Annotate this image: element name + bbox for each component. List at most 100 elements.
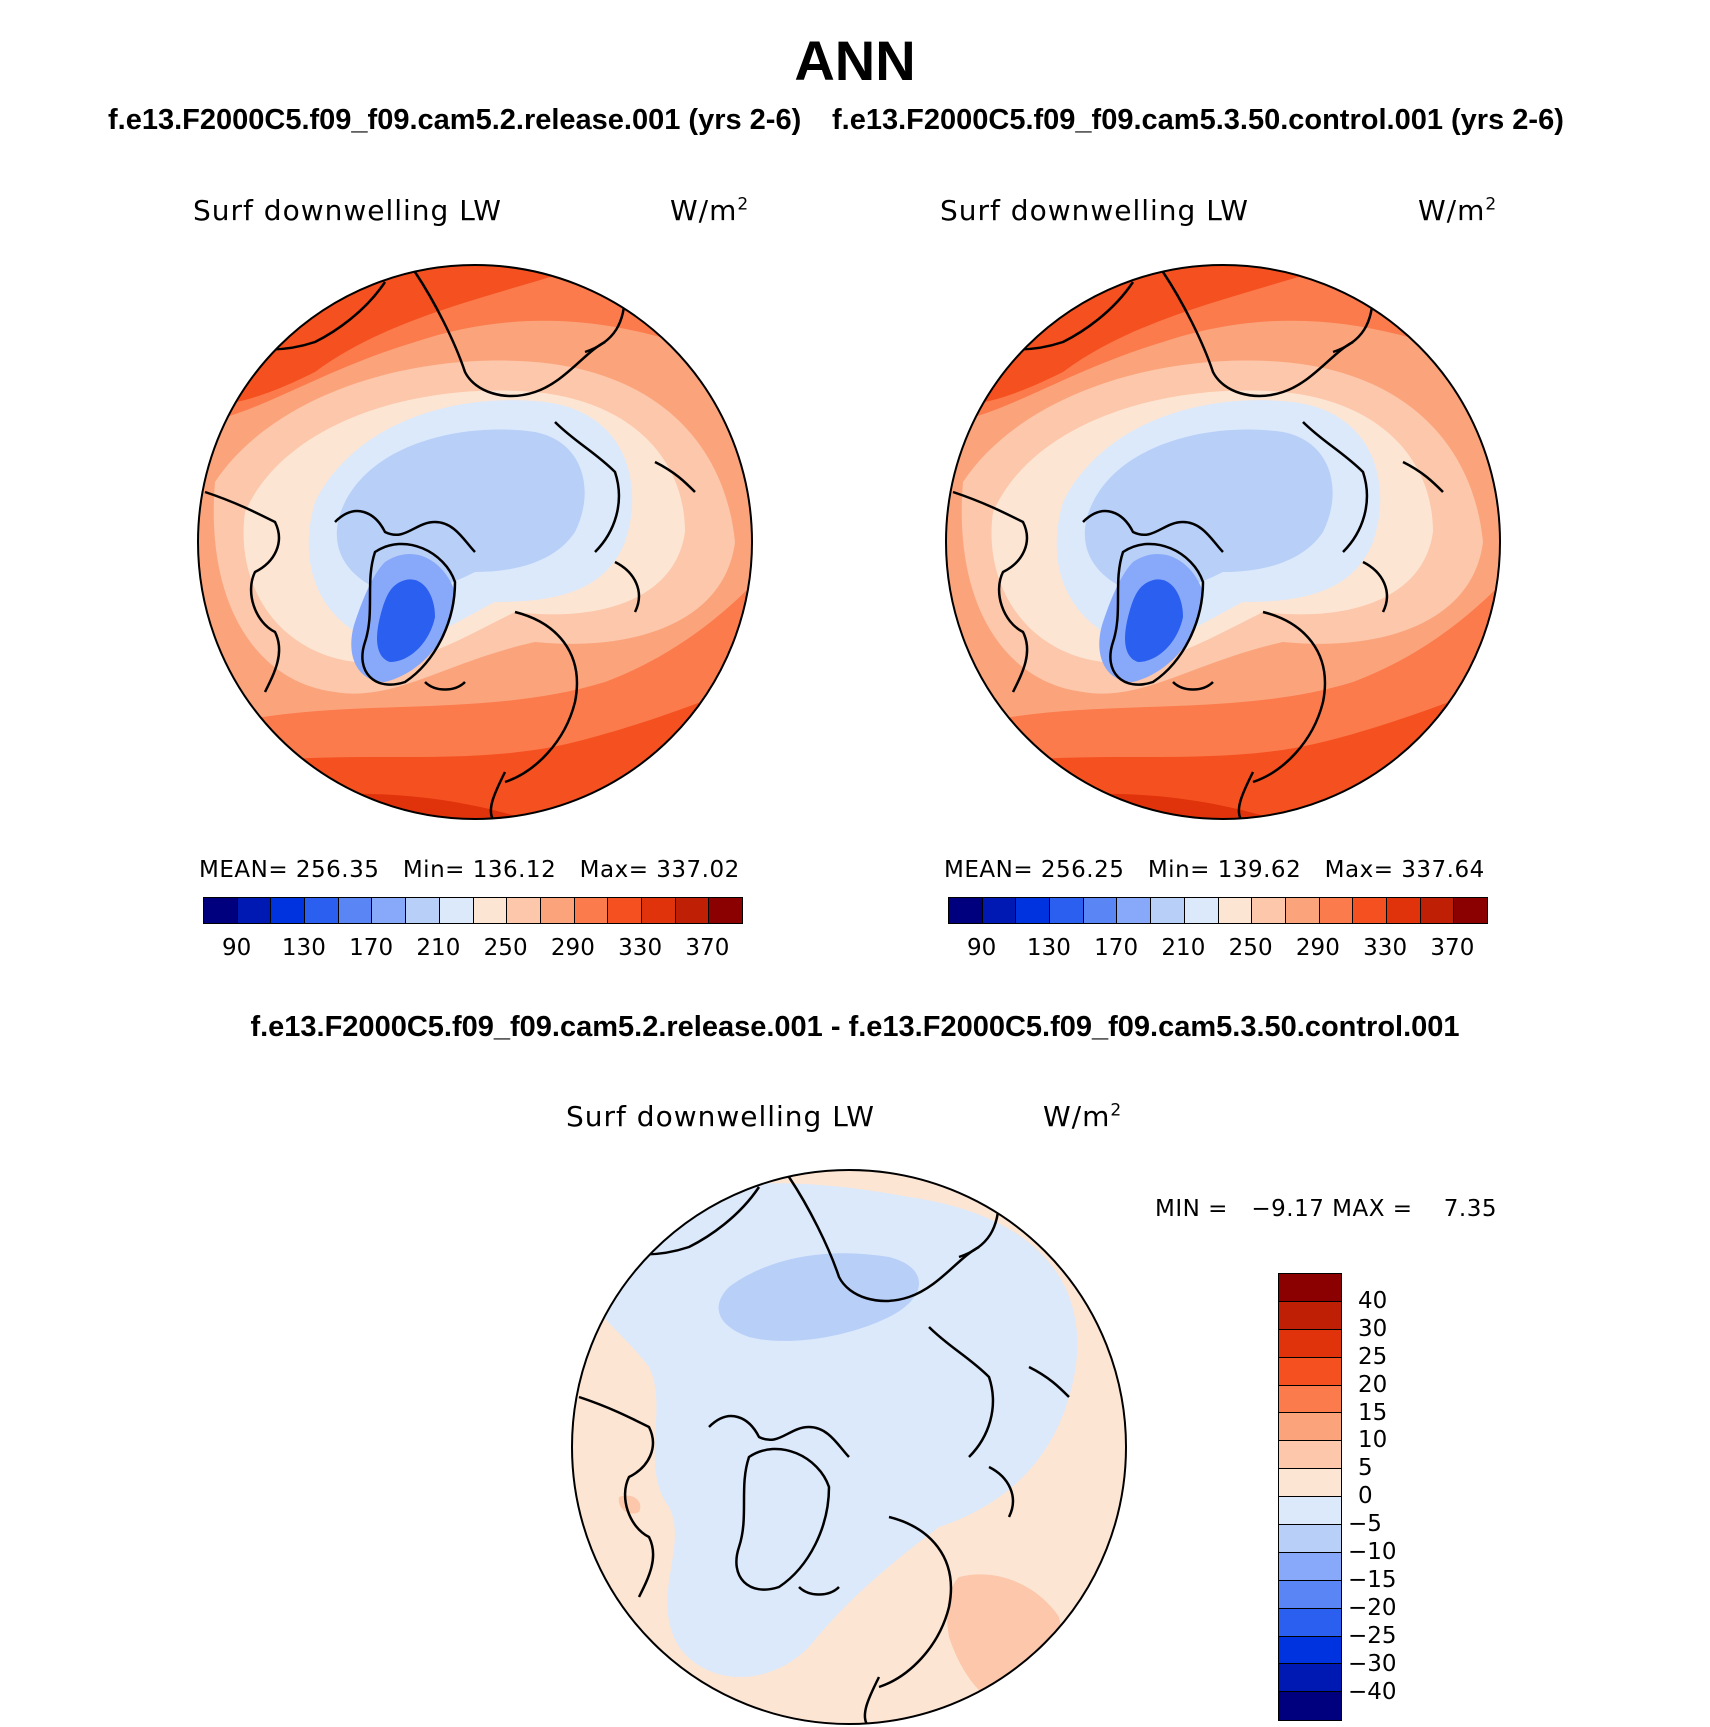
colorbar-tick-label: 330 xyxy=(618,935,663,961)
colorbar-segment xyxy=(1353,898,1387,923)
colorbar-segment xyxy=(1184,898,1219,923)
diff-coastlines xyxy=(578,1176,1070,1724)
map1-units: W/m2 xyxy=(670,194,750,227)
colorbar-segment xyxy=(641,898,676,923)
colorbar-segment xyxy=(1279,1357,1341,1386)
colorbar-segment xyxy=(1016,898,1051,923)
colorbar-segment xyxy=(271,898,306,923)
colorbar-segment xyxy=(204,898,238,923)
map2-polar-plot xyxy=(945,264,1501,820)
colorbar-segment xyxy=(1279,1469,1341,1498)
colorbar-tick-label: −25 xyxy=(1348,1622,1397,1649)
diff-border xyxy=(571,1169,1127,1725)
diff-colorbar xyxy=(1278,1273,1342,1722)
colorbar-tick-label: −5 xyxy=(1348,1511,1382,1538)
map1-variable: Surf downwelling LW xyxy=(193,194,502,227)
diff-variable: Surf downwelling LW xyxy=(566,1100,875,1133)
diff-title: f.e13.F2000C5.f09_f09.cam5.2.release.001… xyxy=(250,1011,1460,1043)
map1-colorbar-labels: 90 130 170 210 250 290 330 370 xyxy=(203,935,741,965)
map2-variable: Surf downwelling LW xyxy=(940,194,1249,227)
map2-field-greenland-core xyxy=(1125,579,1183,662)
colorbar-segment xyxy=(675,898,710,923)
colorbar-segment xyxy=(540,898,575,923)
colorbar-tick-label: 210 xyxy=(416,935,461,961)
diff-colorbar-labels: 40 30 25 20 15 10 5 0 −5 −10 −15 −20 −25 −30 −40 xyxy=(1348,1273,1428,1725)
map2-colorbar xyxy=(948,897,1488,924)
colorbar-tick-label: 0 xyxy=(1358,1483,1373,1510)
colorbar-segment xyxy=(1454,898,1487,923)
colorbar-tick-label: 250 xyxy=(483,935,528,961)
colorbar-tick-label: −10 xyxy=(1348,1539,1397,1565)
colorbar-tick-label: 10 xyxy=(1358,1427,1388,1454)
colorbar-segment xyxy=(1279,1552,1341,1581)
colorbar-segment xyxy=(1279,1525,1341,1553)
colorbar-tick-label: −30 xyxy=(1348,1650,1397,1677)
colorbar-segment xyxy=(1279,1692,1341,1721)
colorbar-segment xyxy=(1083,898,1118,923)
colorbar-tick-label: 30 xyxy=(1358,1315,1388,1342)
colorbar-segment xyxy=(574,898,609,923)
colorbar-tick-label: −40 xyxy=(1348,1678,1397,1705)
colorbar-tick-label: 170 xyxy=(1094,935,1139,961)
colorbar-segment xyxy=(949,898,983,923)
colorbar-segment xyxy=(1218,898,1253,923)
colorbar-tick-label: 90 xyxy=(221,935,252,961)
colorbar-tick-label: 25 xyxy=(1358,1343,1388,1370)
map1-field-arctic-cold xyxy=(336,429,585,593)
diff-minmax: MIN = −9.17 MAX = 7.35 xyxy=(1155,1196,1498,1222)
map1-stats: MEAN= 256.35 Min= 136.12 Max= 337.02 xyxy=(199,857,740,883)
colorbar-segment xyxy=(473,898,508,923)
colorbar-tick-label: 210 xyxy=(1161,935,1206,961)
colorbar-tick-label: 290 xyxy=(550,935,595,961)
diff-units: W/m2 xyxy=(1043,1100,1123,1133)
colorbar-segment xyxy=(237,898,272,923)
subtitle-right: f.e13.F2000C5.f09_f09.cam5.3.50.control.… xyxy=(832,104,1564,136)
colorbar-segment xyxy=(305,898,339,923)
map2-coastlines xyxy=(952,271,1444,819)
colorbar-segment xyxy=(507,898,541,923)
colorbar-tick-label: −15 xyxy=(1348,1566,1397,1593)
colorbar-tick-label: 250 xyxy=(1228,935,1273,961)
colorbar-segment xyxy=(608,898,642,923)
colorbar-tick-label: 20 xyxy=(1358,1371,1388,1398)
colorbar-segment xyxy=(338,898,373,923)
diff-polar-plot xyxy=(571,1169,1127,1725)
colorbar-segment xyxy=(372,898,407,923)
colorbar-tick-label: 370 xyxy=(685,935,730,961)
main-title: ANN xyxy=(794,29,916,92)
map1-border xyxy=(197,264,753,820)
colorbar-segment xyxy=(982,898,1017,923)
colorbar-segment xyxy=(406,898,440,923)
colorbar-segment xyxy=(1279,1301,1341,1330)
colorbar-segment xyxy=(1285,898,1320,923)
map1-field-greenland-core xyxy=(377,579,435,662)
colorbar-segment xyxy=(1279,1636,1341,1665)
map2-units: W/m2 xyxy=(1418,194,1498,227)
colorbar-tick-label: 330 xyxy=(1363,935,1408,961)
colorbar-tick-label: 40 xyxy=(1358,1287,1388,1314)
colorbar-segment xyxy=(1279,1580,1341,1609)
map1-coastlines xyxy=(204,271,696,819)
colorbar-tick-label: 5 xyxy=(1358,1455,1373,1482)
colorbar-segment xyxy=(1050,898,1084,923)
colorbar-tick-label: 290 xyxy=(1295,935,1340,961)
colorbar-tick-label: 90 xyxy=(966,935,997,961)
colorbar-segment xyxy=(709,898,742,923)
colorbar-segment xyxy=(1151,898,1185,923)
colorbar-segment xyxy=(439,898,474,923)
colorbar-tick-label: 130 xyxy=(1026,935,1071,961)
colorbar-segment xyxy=(1279,1413,1341,1442)
colorbar-segment xyxy=(1279,1497,1341,1526)
colorbar-tick-label: 170 xyxy=(349,935,394,961)
colorbar-segment xyxy=(1319,898,1354,923)
map2-border xyxy=(945,264,1501,820)
map1-colorbar xyxy=(203,897,743,924)
map1-polar-plot xyxy=(197,264,753,820)
map2-stats: MEAN= 256.25 Min= 139.62 Max= 337.64 xyxy=(944,857,1485,883)
colorbar-tick-label: −20 xyxy=(1348,1594,1397,1621)
map2-field-arctic-cold xyxy=(1084,429,1333,593)
colorbar-segment xyxy=(1279,1329,1341,1358)
colorbar-segment xyxy=(1117,898,1152,923)
colorbar-tick-label: 15 xyxy=(1358,1399,1388,1426)
colorbar-segment xyxy=(1279,1385,1341,1414)
